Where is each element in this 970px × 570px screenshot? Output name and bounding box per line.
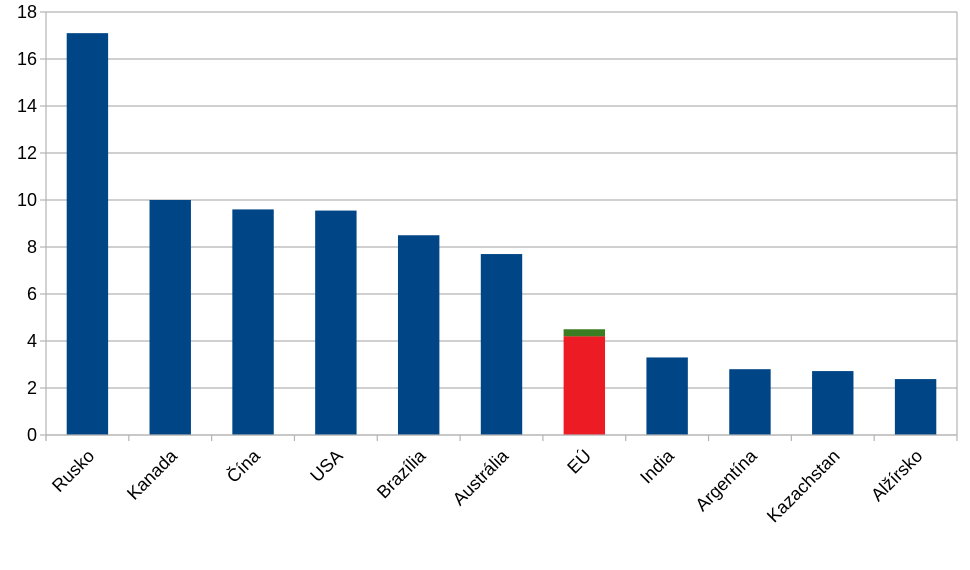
bar [397,235,440,435]
x-category-label: Kazachstan [763,446,844,527]
x-category-label: Austrália [449,445,513,509]
x-category-label: Kanada [123,445,182,504]
y-tick-label: 12 [17,143,37,163]
bar [149,200,191,435]
axes [40,11,958,441]
y-tick-label: 18 [17,2,37,22]
y-tick-label: 16 [17,49,37,69]
x-category-label: Rusko [48,446,98,496]
y-tick-label: 14 [17,96,37,116]
y-tick-label: 4 [27,331,37,351]
bar [812,371,854,435]
y-tick-label: 10 [17,190,37,210]
x-axis-category-labels: Rusko Kanada Čína USA Brazília Austrália EÚ Ind… [48,444,926,526]
y-axis-tick-labels: 0 2 4 6 8 10 12 14 16 18 [17,2,37,445]
x-category-label: Čína [222,444,264,486]
y-tick-label: 6 [27,284,37,304]
x-category-label: EÚ [563,445,596,478]
bar [480,254,523,435]
bars [66,33,937,436]
x-category-label: Alžírsko [867,446,926,505]
y-tick-label: 0 [27,425,37,445]
bar-segment [563,329,606,337]
bar [729,369,771,435]
y-tick-label: 2 [27,378,37,398]
gridlines [46,11,957,436]
x-category-label: Argentína [691,445,761,515]
bar [232,209,274,435]
bar [315,210,357,435]
y-tick-label: 8 [27,237,37,257]
bar [894,379,937,435]
x-category-label: Brazília [373,445,430,502]
bar [646,357,688,435]
x-category-label: India [636,445,678,487]
x-category-label: USA [306,446,346,486]
bar-segment [563,336,606,435]
bar [66,33,109,436]
